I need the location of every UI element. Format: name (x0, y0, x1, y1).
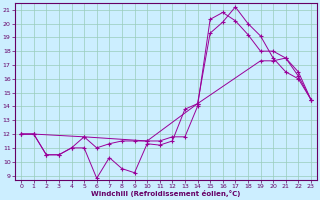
X-axis label: Windchill (Refroidissement éolien,°C): Windchill (Refroidissement éolien,°C) (91, 190, 241, 197)
